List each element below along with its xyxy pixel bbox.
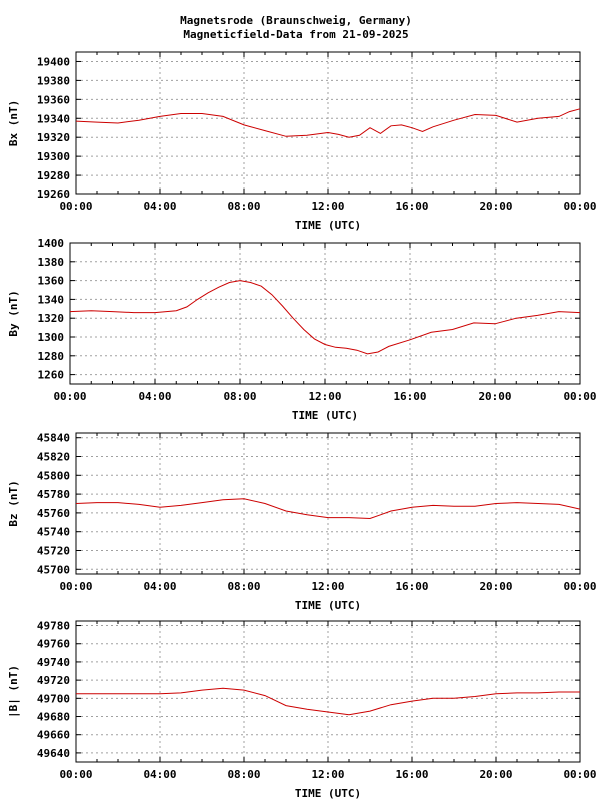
x-tick-label: 00:00 xyxy=(59,580,92,593)
x-tick-label: 12:00 xyxy=(311,768,344,781)
panel-by: 1260 1280 1300 1320 1340 1360 1380 1400 00:00 04:… xyxy=(7,237,597,422)
y-tick-label: 19320 xyxy=(37,131,70,144)
y-tick-label: 19380 xyxy=(37,74,70,87)
y-tick-label: 49660 xyxy=(37,729,70,742)
x-tick-label: 00:00 xyxy=(53,390,86,403)
x-tick-label: 08:00 xyxy=(227,768,260,781)
x-tick-label: 04:00 xyxy=(143,580,176,593)
y-tick-label: 19260 xyxy=(37,188,70,201)
x-tick-label: 00:00 xyxy=(59,200,92,213)
y-tick-label: 19280 xyxy=(37,169,70,182)
y-tick-label: 19360 xyxy=(37,93,70,106)
y-tick-label: 49680 xyxy=(37,711,70,724)
y-tick-label: 45800 xyxy=(37,469,70,482)
y-tick-label: 1340 xyxy=(38,293,65,306)
y-tick-label: 49780 xyxy=(37,620,70,633)
chart-panels: 19260 19280 19300 19320 19340 19360 19380 19400… xyxy=(7,51,597,800)
x-tick-label: 08:00 xyxy=(227,200,260,213)
x-tick-label: 00:00 xyxy=(563,580,596,593)
x-tick-label: 12:00 xyxy=(308,390,341,403)
series-line-bz xyxy=(75,498,581,520)
x-axis-label: TIME (UTC) xyxy=(295,787,361,800)
y-tick-label: 19340 xyxy=(37,112,70,125)
x-tick-label: 20:00 xyxy=(479,580,512,593)
y-axis-label: By (nT) xyxy=(7,290,20,336)
y-tick-label: 45760 xyxy=(37,507,70,520)
x-tick-label: 04:00 xyxy=(138,390,171,403)
x-tick-label: 12:00 xyxy=(311,200,344,213)
panel-bx: 19260 19280 19300 19320 19340 19360 19380 19400… xyxy=(7,51,597,232)
x-tick-label: 00:00 xyxy=(563,390,596,403)
series-line-bx xyxy=(75,108,581,138)
y-tick-label: 19400 xyxy=(37,55,70,68)
y-tick-label: 1280 xyxy=(38,350,65,363)
y-tick-label: 45700 xyxy=(37,563,70,576)
y-tick-label: 1300 xyxy=(38,331,65,344)
y-tick-label: 45780 xyxy=(37,488,70,501)
y-tick-label: 1360 xyxy=(38,275,65,288)
y-axis-label: Bz (nT) xyxy=(7,480,20,526)
x-tick-label: 00:00 xyxy=(59,768,92,781)
y-tick-label: 45720 xyxy=(37,545,70,558)
x-tick-label: 16:00 xyxy=(395,200,428,213)
x-tick-label: 20:00 xyxy=(479,200,512,213)
x-tick-label: 16:00 xyxy=(393,390,426,403)
y-tick-label: 49700 xyxy=(37,692,70,705)
x-tick-label: 20:00 xyxy=(479,768,512,781)
y-tick-label: 45840 xyxy=(37,432,70,445)
x-tick-label: 16:00 xyxy=(395,768,428,781)
x-tick-label: 00:00 xyxy=(563,200,596,213)
x-axis-label: TIME (UTC) xyxy=(292,409,358,422)
y-tick-label: 49720 xyxy=(37,674,70,687)
x-tick-label: 00:00 xyxy=(563,768,596,781)
x-tick-label: 08:00 xyxy=(227,580,260,593)
x-axis-label: TIME (UTC) xyxy=(295,599,361,612)
y-tick-label: 49760 xyxy=(37,638,70,651)
y-tick-label: 19300 xyxy=(37,150,70,163)
panel-b-total: 49640 49660 49680 49700 49720 49740 49760 49780… xyxy=(7,620,597,800)
x-axis-label: TIME (UTC) xyxy=(295,219,361,232)
x-tick-label: 04:00 xyxy=(143,200,176,213)
y-tick-label: 45740 xyxy=(37,526,70,539)
x-tick-label: 04:00 xyxy=(143,768,176,781)
x-tick-label: 16:00 xyxy=(395,580,428,593)
y-tick-label: 1320 xyxy=(38,312,65,325)
y-tick-label: 1380 xyxy=(38,256,65,269)
y-tick-label: 49640 xyxy=(37,747,70,760)
chart-title-line-1: Magnetsrode (Braunschweig, Germany) xyxy=(180,14,412,27)
x-tick-label: 20:00 xyxy=(478,390,511,403)
y-tick-label: 45820 xyxy=(37,451,70,464)
y-tick-label: 49740 xyxy=(37,656,70,669)
series-line-b-total xyxy=(76,687,580,716)
y-axis-label: |B| (nT) xyxy=(7,665,20,718)
y-tick-label: 1400 xyxy=(38,237,65,250)
y-axis-label: Bx (nT) xyxy=(7,100,20,146)
series-line-by xyxy=(69,280,581,355)
x-tick-label: 12:00 xyxy=(311,580,344,593)
chart-title-line-2: Magneticfield-Data from 21-09-2025 xyxy=(183,28,408,41)
x-tick-label: 08:00 xyxy=(223,390,256,403)
y-tick-label: 1260 xyxy=(38,369,65,382)
panel-bz: 45700 45720 45740 45760 45780 45800 45820 45840… xyxy=(7,432,597,612)
